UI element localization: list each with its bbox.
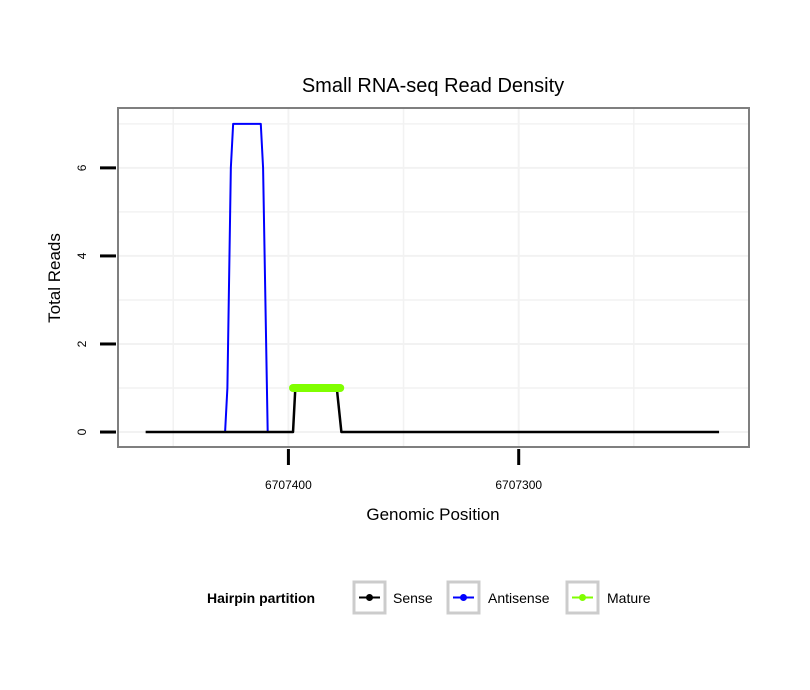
axes: 0 2 4 6 6707400 6707300 [75,164,542,492]
legend-title: Hairpin partition [207,590,315,606]
y-axis-label: Total Reads [45,233,64,323]
x-tick-label: 6707400 [265,478,312,492]
legend-key-point [460,594,467,601]
legend-label: Mature [607,590,651,606]
y-tick-label: 0 [75,428,89,435]
x-tick-label: 6707300 [495,478,542,492]
x-axis-label: Genomic Position [366,505,499,524]
chart-title: Small RNA-seq Read Density [302,75,564,97]
legend-key-point [579,594,586,601]
legend-label: Antisense [488,590,550,606]
series-lines [145,122,720,434]
series-line-antisense [224,122,269,433]
legend-key-point [366,594,373,601]
legend: Hairpin partition Sense Antisense Mature [207,580,651,615]
plot-border [117,107,750,448]
y-tick-label: 6 [75,164,89,171]
y-tick-label: 4 [75,252,89,259]
series-line-sense [145,386,720,434]
y-tick-label: 2 [75,340,89,347]
legend-label: Sense [393,590,433,606]
gridlines [118,108,749,447]
